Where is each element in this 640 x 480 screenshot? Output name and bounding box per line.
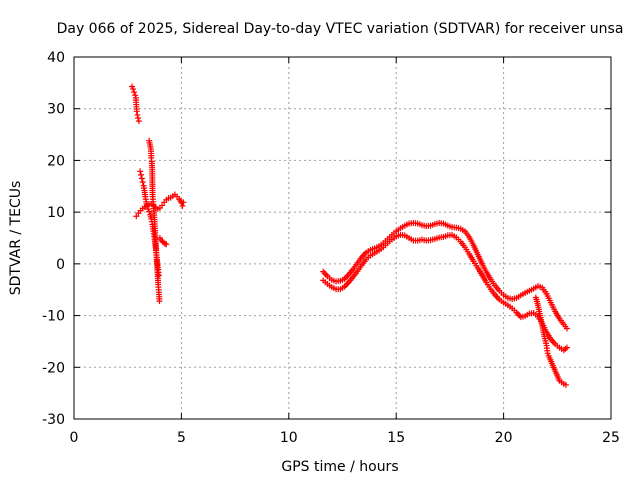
data-point (135, 115, 142, 122)
data-point (179, 202, 186, 209)
series-segment-1-descending-a (128, 83, 162, 279)
data-point (133, 108, 140, 115)
data-point (130, 86, 137, 93)
x-tick-label: 15 (387, 430, 405, 446)
data-point (163, 241, 170, 248)
y-axis-label: SDTVAR / TECUs (8, 181, 24, 296)
y-tick-label: 20 (47, 153, 65, 169)
plot-frame (73, 56, 612, 420)
y-tick-label: 10 (47, 205, 65, 221)
y-tick-label: -10 (42, 309, 65, 325)
data-point (137, 168, 144, 175)
data-point (139, 179, 146, 186)
tick-labels: 0 5 10 15 20 25 -30 -20 -10 0 10 20 30 40 (42, 50, 620, 446)
data-point (562, 381, 569, 388)
data-point (138, 175, 145, 182)
data-point (134, 111, 141, 118)
x-tick-label: 0 (70, 430, 79, 446)
series-segment-1-descending-b (146, 137, 163, 305)
x-tick-label: 20 (495, 430, 513, 446)
x-tick-label: 10 (280, 430, 298, 446)
data-point (156, 298, 163, 305)
chart-title: Day 066 of 2025, Sidereal Day-to-day VTE… (57, 21, 624, 37)
data-point (563, 325, 570, 332)
series-segment-1-rising (133, 191, 187, 220)
x-axis-label: GPS time / hours (281, 459, 398, 475)
y-tick-label: -20 (42, 360, 65, 376)
data-point (563, 344, 570, 351)
y-tick-label: 40 (47, 50, 65, 66)
data-point (133, 213, 140, 220)
y-tick-label: 30 (47, 102, 65, 118)
data-point (131, 89, 138, 96)
series-segment-2-spur (532, 294, 569, 388)
y-tick-label: 0 (56, 257, 65, 273)
series-segment-2-upper (320, 220, 570, 332)
data-points (128, 83, 570, 388)
data-point (135, 118, 142, 125)
data-point (146, 208, 153, 215)
x-tick-label: 25 (602, 430, 620, 446)
data-point (138, 171, 145, 178)
data-point (180, 199, 187, 206)
series-segment-1-cluster (156, 235, 170, 248)
x-tick-label: 5 (177, 430, 186, 446)
series-segment-2-lower (320, 231, 570, 354)
data-point (155, 272, 162, 279)
axis-ticks (73, 56, 612, 420)
data-point (159, 202, 166, 209)
y-tick-label: -30 (42, 412, 65, 428)
